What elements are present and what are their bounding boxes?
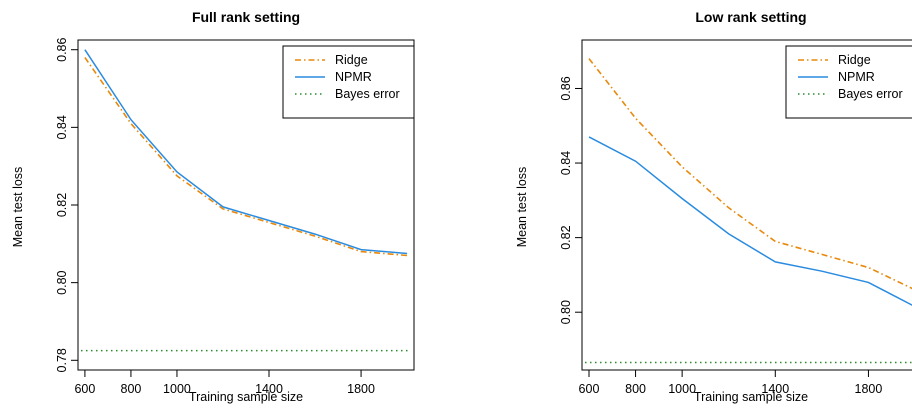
x-tick-label: 800 [625, 382, 646, 396]
legend-entry: Bayes error [838, 87, 903, 101]
series-lines [585, 58, 912, 364]
y-axis-label: Mean test loss [11, 167, 25, 248]
y-ticks: 0.80 0.82 0.84 0.86 [559, 76, 582, 324]
legend: Ridge NPMR Bayes error [785, 45, 912, 119]
x-tick-label: 600 [74, 382, 95, 396]
x-tick-label: 1800 [347, 382, 375, 396]
full-rank-panel: Full rank setting Training sample size M… [11, 9, 415, 404]
y-tick-label: 0.86 [55, 38, 69, 62]
chart-title: Low rank setting [695, 9, 806, 25]
x-tick-label: 1000 [163, 382, 191, 396]
legend-entry: Ridge [838, 53, 871, 67]
x-ticks: 600 800 1000 1400 1800 [579, 370, 883, 396]
series-lines [81, 49, 411, 352]
legend-box [785, 45, 912, 119]
x-axis-label: Training sample size [189, 390, 303, 404]
y-tick-label: 0.80 [559, 300, 573, 324]
legend-entry: NPMR [335, 70, 372, 84]
legend-entry: Bayes error [335, 87, 400, 101]
x-ticks: 600 800 1000 1400 1800 [74, 370, 375, 396]
plot-frame [581, 39, 912, 371]
chart-title: Full rank setting [192, 9, 300, 25]
legend: Ridge NPMR Bayes error [282, 45, 415, 119]
y-ticks: 0.78 0.80 0.82 0.84 0.86 [55, 38, 78, 372]
legend-entry: Ridge [335, 53, 368, 67]
y-tick-label: 0.84 [559, 151, 573, 175]
ridge-series-line [84, 57, 408, 257]
y-tick-label: 0.78 [55, 348, 69, 372]
x-tick-label: 800 [121, 382, 142, 396]
y-tick-label: 0.82 [55, 193, 69, 217]
x-tick-label: 1400 [761, 382, 789, 396]
x-tick-label: 1000 [668, 382, 696, 396]
y-tick-label: 0.86 [559, 76, 573, 100]
legend-box [282, 45, 415, 119]
y-axis-label: Mean test loss [515, 167, 529, 248]
legend-entry: NPMR [838, 70, 875, 84]
npmr-series-line [588, 136, 912, 306]
x-axis-label: Training sample size [694, 390, 808, 404]
y-tick-label: 0.82 [559, 225, 573, 249]
npmr-series-line [84, 49, 408, 255]
x-tick-label: 1800 [855, 382, 883, 396]
y-tick-label: 0.80 [55, 270, 69, 294]
low-rank-panel: Low rank setting Training sample size Me… [515, 9, 912, 404]
x-tick-label: 600 [579, 382, 600, 396]
y-tick-label: 0.84 [55, 115, 69, 139]
x-tick-label: 1400 [255, 382, 283, 396]
ridge-series-line [588, 58, 912, 290]
